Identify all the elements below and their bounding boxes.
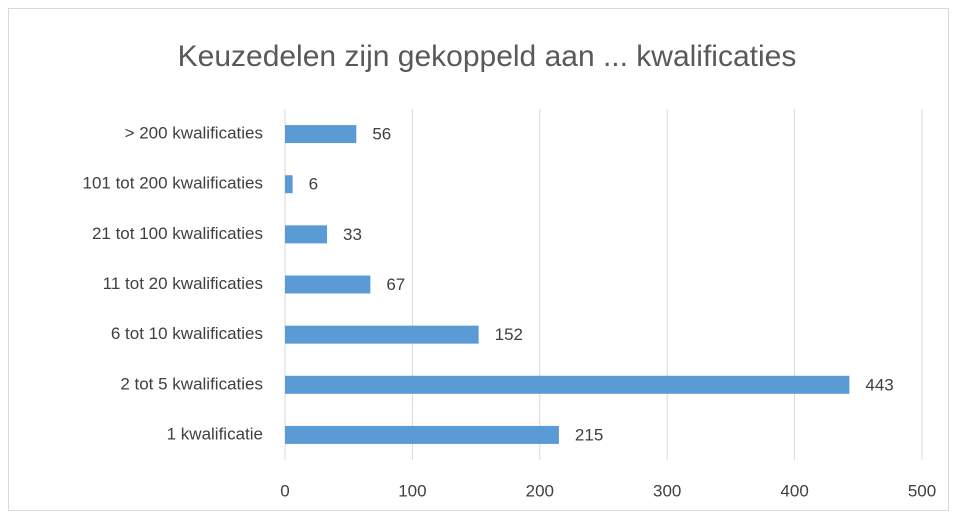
value-label: 152 (495, 325, 523, 344)
value-label: 215 (575, 425, 603, 444)
bar (285, 425, 559, 444)
bar (285, 175, 293, 194)
x-tick-label: 0 (280, 481, 289, 500)
x-tick-label: 100 (398, 481, 426, 500)
value-label: 56 (372, 125, 391, 144)
chart-title: Keuzedelen zijn gekoppeld aan ... kwalif… (178, 40, 797, 73)
x-tick-label: 300 (653, 481, 681, 500)
y-tick-label: > 200 kwalificaties (125, 124, 263, 143)
x-tick-label: 400 (780, 481, 808, 500)
value-label: 33 (343, 225, 362, 244)
x-tick-label: 200 (526, 481, 554, 500)
y-tick-label: 11 tot 20 kwalificaties (103, 274, 263, 293)
value-label: 443 (865, 375, 893, 394)
bar (285, 375, 850, 394)
y-tick-label: 21 tot 100 kwalificaties (92, 224, 263, 243)
bar (285, 225, 328, 244)
value-label: 67 (386, 275, 405, 294)
value-label: 6 (309, 175, 318, 194)
y-tick-label: 101 tot 200 kwalificaties (83, 174, 264, 193)
bar (285, 125, 357, 144)
y-tick-label: 1 kwalificatie (167, 424, 263, 443)
bar (285, 275, 371, 294)
bar (285, 325, 479, 344)
x-tick-label: 500 (908, 481, 936, 500)
y-tick-label: 6 tot 10 kwalificaties (111, 324, 263, 343)
y-tick-label: 2 tot 5 kwalificaties (120, 374, 263, 393)
